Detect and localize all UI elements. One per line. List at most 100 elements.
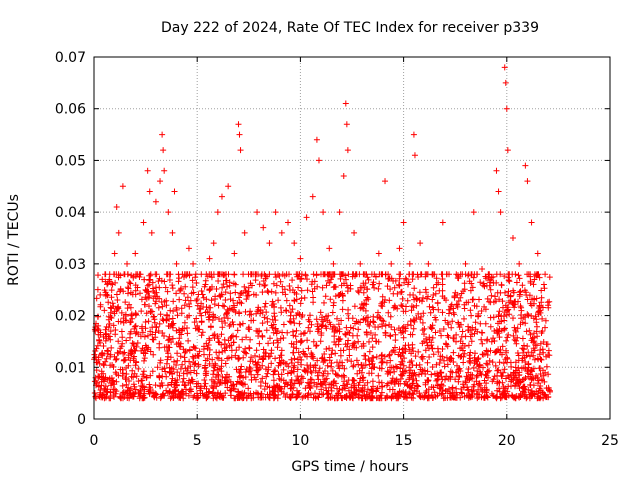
scatter-point	[159, 131, 166, 138]
scatter-point	[173, 260, 180, 267]
scatter-point	[320, 209, 327, 216]
scatter-point	[502, 79, 509, 86]
plot-frame	[93, 56, 611, 420]
scatter-point	[146, 188, 153, 195]
scatter-point	[501, 64, 508, 71]
scatter-point	[237, 147, 244, 154]
x-tick-label: 10	[291, 433, 309, 449]
y-tick-label: 0.07	[55, 50, 86, 66]
scatter-point	[396, 245, 403, 252]
scatter-point	[225, 183, 232, 190]
scatter-point	[190, 260, 197, 267]
scatter-point	[363, 271, 370, 278]
scatter-point	[236, 131, 243, 138]
x-axis-label: GPS time / hours	[291, 459, 408, 475]
scatter-point	[509, 235, 516, 241]
scatter-point	[425, 260, 432, 267]
scatter-point	[111, 250, 118, 257]
scatter-point	[177, 286, 184, 293]
scatter-point	[169, 229, 176, 236]
scatter-point	[454, 291, 461, 298]
x-tick-label: 20	[498, 433, 516, 449]
scatter-point	[124, 260, 131, 267]
scatter-point	[524, 178, 531, 185]
scatter-point	[109, 281, 116, 288]
scatter-point	[160, 147, 167, 154]
scatter-point	[382, 178, 389, 185]
x-tick-label: 0	[90, 433, 99, 449]
scatter-point	[504, 147, 511, 154]
scatter-point	[206, 255, 213, 262]
scatter-point	[202, 281, 209, 288]
scatter-point	[446, 271, 453, 278]
axis-ticks: 0 5 10 15 20 25 0 0.01 0.02 0.03 0.04 0.05 0.06 0.07	[55, 50, 619, 449]
scatter-point	[95, 322, 102, 329]
scatter-point	[235, 121, 242, 128]
scatter-point	[342, 100, 349, 107]
scatter-point	[315, 157, 322, 164]
scatter-point	[105, 333, 112, 340]
scatter-point	[161, 167, 168, 174]
x-tick-label: 25	[601, 433, 619, 449]
scatter-point	[313, 136, 320, 143]
scatter-point	[336, 209, 343, 216]
scatter-point	[136, 271, 143, 278]
y-tick-label: 0.06	[55, 102, 86, 118]
scatter-point	[260, 224, 267, 231]
scatter-point	[266, 240, 273, 247]
chart-title: Day 222 of 2024, Rate Of TEC Index for r…	[161, 20, 539, 36]
y-tick-label: 0.01	[55, 360, 86, 376]
y-tick-label: 0.05	[55, 153, 86, 169]
scatter-point	[540, 281, 547, 288]
scatter-point	[411, 152, 418, 159]
scatter-point	[165, 209, 172, 216]
scatter-point	[495, 188, 502, 195]
scatter-point	[343, 121, 350, 128]
scatter-point	[115, 229, 122, 236]
scatter-point	[503, 105, 510, 112]
scatter-point	[433, 281, 440, 288]
scatter-point	[344, 147, 351, 154]
scatter-point	[330, 260, 337, 267]
scatter-point	[479, 266, 486, 273]
scatter-point	[101, 307, 108, 314]
scatter-point	[406, 260, 413, 267]
scatter-point	[144, 167, 151, 174]
scatter-point	[119, 183, 126, 190]
scatter-point	[487, 276, 494, 283]
scatter-point-cloud	[91, 271, 553, 402]
scatter-point	[132, 250, 139, 257]
data-points	[91, 64, 553, 402]
scatter-point	[148, 229, 155, 236]
scatter-point	[185, 245, 192, 252]
x-tick-label: 5	[193, 433, 202, 449]
x-tick-label: 15	[395, 433, 413, 449]
scatter-point	[247, 271, 254, 278]
scatter-point	[493, 167, 500, 174]
scatter-point	[326, 245, 333, 252]
scatter-point	[522, 162, 529, 169]
grid-lines	[94, 57, 610, 419]
scatter-point	[351, 229, 358, 236]
scatter-point	[97, 291, 104, 298]
scatter-point	[241, 229, 248, 236]
y-axis-label: ROTI / TECUs	[6, 194, 22, 286]
y-tick-label: 0.03	[55, 257, 86, 273]
scatter-point	[439, 219, 446, 226]
scatter-point	[113, 203, 120, 210]
scatter-point	[375, 250, 382, 257]
scatter-point	[291, 240, 298, 247]
scatter-point	[309, 193, 316, 200]
scatter-point	[340, 172, 347, 179]
scatter-point	[194, 322, 201, 329]
scatter-point	[303, 214, 310, 221]
scatter-point	[369, 281, 376, 288]
scatter-point	[157, 178, 164, 185]
scatter-point	[128, 312, 135, 319]
y-tick-label: 0.02	[55, 309, 86, 325]
scatter-point	[388, 260, 395, 267]
scatter-point	[198, 312, 205, 319]
scatter-point	[272, 209, 279, 216]
y-tick-label: 0.04	[55, 205, 86, 221]
